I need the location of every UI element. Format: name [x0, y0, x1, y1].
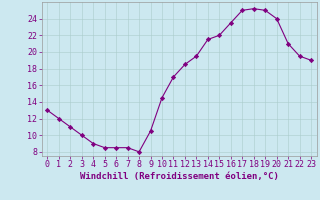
X-axis label: Windchill (Refroidissement éolien,°C): Windchill (Refroidissement éolien,°C) [80, 172, 279, 181]
